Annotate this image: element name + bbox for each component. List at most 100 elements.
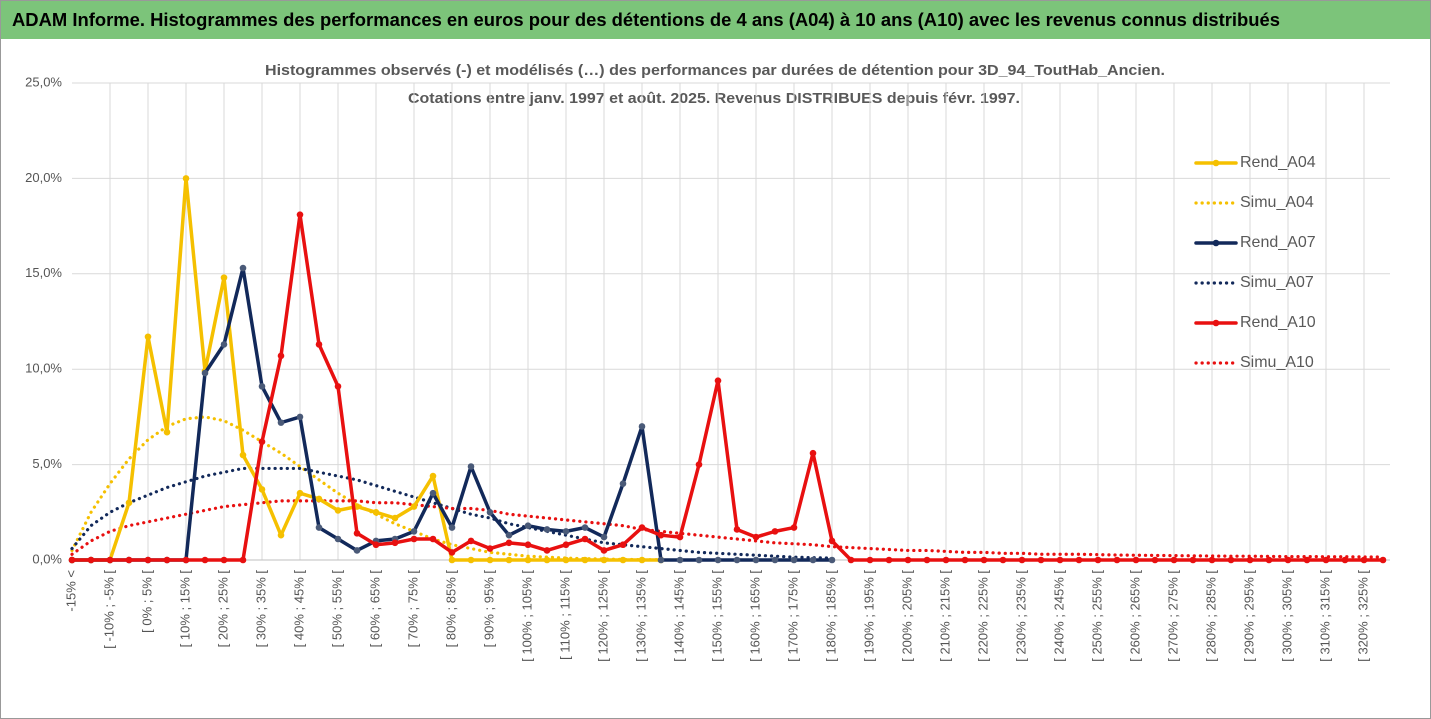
data-point	[334, 535, 342, 543]
data-point	[771, 556, 779, 564]
data-point	[277, 352, 285, 360]
data-point	[182, 556, 190, 564]
data-point	[1303, 556, 1311, 564]
data-point	[1284, 556, 1292, 564]
data-point	[277, 419, 285, 426]
x-tick-label: [ 130% ; 135% [	[633, 570, 648, 662]
legend-marker	[1212, 159, 1220, 167]
data-point	[201, 556, 209, 564]
x-tick-label: [ 80% ; 85% [	[443, 570, 458, 648]
x-tick-label: [ 320% ; 325% [	[1355, 570, 1370, 662]
data-point	[258, 486, 266, 493]
data-point	[714, 556, 722, 564]
data-point	[486, 509, 494, 516]
data-point	[790, 556, 798, 564]
data-point	[638, 524, 646, 531]
data-point	[372, 541, 380, 549]
data-point	[771, 528, 779, 535]
data-point	[619, 556, 627, 564]
data-point	[391, 514, 399, 522]
y-tick-label: 15,0%	[25, 265, 62, 280]
data-point	[220, 341, 228, 348]
data-point	[1265, 556, 1273, 564]
data-point	[733, 526, 741, 533]
x-tick-label: [ 50% ; 55% [	[329, 570, 344, 648]
data-point	[600, 556, 608, 564]
data-point	[372, 509, 380, 516]
data-point	[619, 541, 627, 549]
data-point	[828, 556, 836, 564]
data-point	[106, 556, 114, 564]
x-tick-label: [ 190% ; 195% [	[861, 570, 876, 662]
data-point	[163, 556, 171, 564]
data-point	[410, 528, 418, 535]
x-tick-label: [ 40% ; 45% [	[291, 570, 306, 648]
data-point	[315, 495, 323, 503]
data-point	[524, 541, 532, 549]
x-tick-label: [ 220% ; 225% [	[975, 570, 990, 662]
data-point	[638, 423, 646, 430]
legend-label: Simu_A07	[1240, 274, 1314, 291]
data-point	[239, 556, 247, 564]
data-point	[999, 556, 1007, 564]
chart-subtitle: Histogrammes observés (-) et modélisés (…	[265, 62, 1165, 79]
data-point	[68, 556, 76, 564]
data-point	[410, 535, 418, 543]
legend-label: Simu_A04	[1240, 194, 1314, 211]
data-point	[144, 333, 152, 341]
data-point	[1132, 556, 1140, 564]
data-point	[239, 264, 247, 272]
x-tick-label: [ 110% ; 115% [	[557, 570, 572, 660]
data-point	[258, 383, 266, 390]
y-tick-label: 25,0%	[25, 74, 62, 89]
x-tick-label: [ 290% ; 295% [	[1241, 570, 1256, 662]
data-point	[1113, 556, 1121, 564]
data-point	[1341, 556, 1349, 564]
data-point	[524, 556, 532, 564]
legend-label: Rend_A04	[1240, 154, 1316, 171]
data-point	[467, 463, 475, 470]
data-point	[961, 556, 969, 564]
y-tick-label: 10,0%	[25, 361, 62, 376]
legend-label: Simu_A10	[1240, 354, 1314, 371]
data-point	[467, 537, 475, 545]
data-point	[657, 556, 665, 564]
data-point	[619, 480, 627, 487]
data-point	[923, 556, 931, 564]
legend-marker	[1212, 319, 1220, 327]
data-point	[676, 533, 684, 541]
data-point	[1094, 556, 1102, 564]
data-point	[486, 545, 494, 552]
data-point	[695, 556, 703, 564]
data-point	[1322, 556, 1330, 564]
data-point	[809, 449, 817, 457]
data-point	[1379, 556, 1387, 564]
x-tick-label: [ 90% ; 95% [	[481, 570, 496, 648]
x-tick-label: [ 0% ; 5% [	[139, 570, 154, 633]
chart-title: ADAM Informe. Histogrammes des performan…	[12, 10, 1280, 30]
data-point	[87, 556, 95, 564]
x-tick-label: [ 30% ; 35% [	[253, 570, 268, 648]
x-tick-label: [ 270% ; 275% [	[1165, 570, 1180, 662]
data-point	[163, 428, 171, 436]
data-point	[733, 556, 741, 564]
data-point	[296, 489, 304, 497]
y-tick-label: 20,0%	[25, 170, 62, 185]
data-point	[353, 529, 361, 537]
x-tick-label: [ 160% ; 165% [	[747, 570, 762, 662]
data-point	[543, 556, 551, 564]
data-point	[1227, 556, 1235, 564]
data-point	[676, 556, 684, 564]
data-point	[296, 211, 304, 218]
data-point	[1246, 556, 1254, 564]
x-tick-label: [ 200% ; 205% [	[899, 570, 914, 662]
data-point	[885, 556, 893, 564]
data-point	[714, 377, 722, 384]
data-point	[1056, 556, 1064, 564]
data-point	[144, 556, 152, 564]
data-point	[657, 531, 665, 539]
x-tick-label: [ 100% ; 105% [	[519, 570, 534, 662]
x-tick-label: [ 300% ; 305% [	[1279, 570, 1294, 662]
x-tick-label: [ 280% ; 285% [	[1203, 570, 1218, 662]
